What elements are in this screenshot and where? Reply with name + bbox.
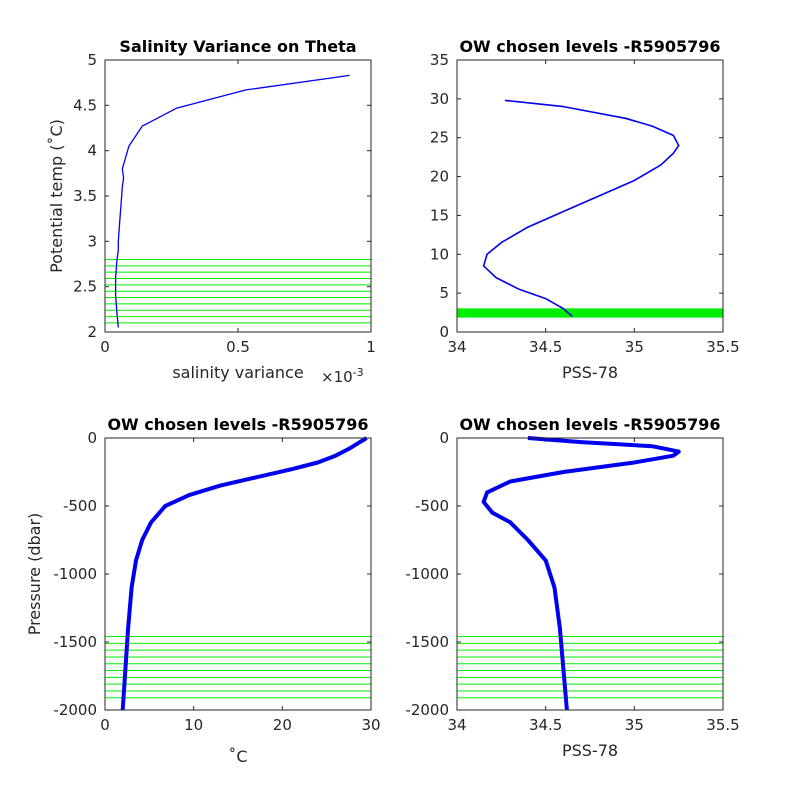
x-tick-label: 35 bbox=[625, 716, 644, 734]
y-tick-label: 3.5 bbox=[73, 187, 97, 205]
x-tick-label: 35.5 bbox=[706, 338, 739, 356]
series-line bbox=[482, 99, 680, 318]
panel-salinity-variance: Salinity Variance on Theta salinity vari… bbox=[47, 37, 376, 386]
axes-border bbox=[456, 437, 724, 711]
chart-title: OW chosen levels -R5905796 bbox=[107, 415, 368, 434]
axes-frame bbox=[104, 437, 372, 711]
x-tick-label: 0.5 bbox=[226, 338, 250, 356]
x-tick-label: 30 bbox=[361, 716, 380, 734]
x-axis-label: PSS-78 bbox=[562, 741, 618, 760]
x-tick-label: 34 bbox=[447, 716, 466, 734]
x-tick-label: 35 bbox=[625, 338, 644, 356]
y-tick-label: 30 bbox=[430, 90, 449, 108]
y-tick-label: -1000 bbox=[405, 565, 449, 583]
x-tick-label: 34 bbox=[447, 338, 466, 356]
y-tick-label: 10 bbox=[430, 245, 449, 263]
plot-area bbox=[105, 74, 371, 328]
y-tick-label: 5 bbox=[87, 51, 97, 69]
series-line bbox=[114, 74, 350, 328]
y-axis-label: Pressure (dbar) bbox=[25, 513, 44, 636]
plot-area bbox=[457, 99, 723, 318]
x-axis-label: salinity variance bbox=[172, 363, 303, 382]
y-tick-label: 20 bbox=[430, 168, 449, 186]
y-tick-label: 4.5 bbox=[73, 96, 97, 114]
y-tick-label: 0 bbox=[439, 323, 449, 341]
series-line bbox=[481, 436, 681, 711]
y-tick-label: -2000 bbox=[53, 701, 97, 719]
y-tick-label: 5 bbox=[439, 284, 449, 302]
y-tick-label: 25 bbox=[430, 129, 449, 147]
y-tick-label: 4 bbox=[87, 142, 97, 160]
axes-frame bbox=[104, 59, 372, 333]
chart-title: Salinity Variance on Theta bbox=[119, 37, 356, 56]
x-tick-label: 35.5 bbox=[706, 716, 739, 734]
y-tick-label: -1000 bbox=[53, 565, 97, 583]
y-tick-label: -2000 bbox=[405, 701, 449, 719]
x-tick-label: 34.5 bbox=[529, 338, 562, 356]
y-tick-label: -1500 bbox=[53, 633, 97, 651]
x-axis-label: ˚C bbox=[228, 747, 247, 766]
y-tick-label: -1500 bbox=[405, 633, 449, 651]
series-line bbox=[120, 436, 368, 711]
panel-pressure-temperature: OW chosen levels -R5905796 ˚C Pressure (… bbox=[25, 415, 381, 766]
x-tick-label: 20 bbox=[273, 716, 292, 734]
axes-frame bbox=[456, 59, 724, 333]
y-tick-label: 3 bbox=[87, 232, 97, 250]
x-axis-exponent: ×10-3 bbox=[321, 366, 364, 386]
x-tick-label: 10 bbox=[184, 716, 203, 734]
y-tick-label: -500 bbox=[63, 497, 97, 515]
axes-border bbox=[104, 437, 372, 711]
y-tick-label: 2.5 bbox=[73, 278, 97, 296]
panel-theta-salinity: OW chosen levels -R5905796 PSS-78 34 34.5… bbox=[430, 37, 740, 382]
x-tick-label: 0 bbox=[100, 338, 110, 356]
axes-frame bbox=[456, 437, 724, 711]
y-tick-label: 15 bbox=[430, 206, 449, 224]
x-tick-label: 34.5 bbox=[529, 716, 562, 734]
chart-title: OW chosen levels -R5905796 bbox=[459, 415, 720, 434]
axes-border bbox=[456, 59, 724, 333]
plot-area bbox=[105, 436, 371, 711]
panel-pressure-salinity: OW chosen levels -R5905796 PSS-78 34 34.5… bbox=[405, 415, 739, 760]
x-tick-label: 1 bbox=[366, 338, 376, 356]
y-tick-label: 35 bbox=[430, 51, 449, 69]
x-axis-label: PSS-78 bbox=[562, 363, 618, 382]
y-tick-label: 0 bbox=[87, 429, 97, 447]
chart-title: OW chosen levels -R5905796 bbox=[459, 37, 720, 56]
y-tick-label: -500 bbox=[415, 497, 449, 515]
plot-area bbox=[457, 436, 723, 711]
y-axis-label: Potential temp (˚C) bbox=[47, 119, 66, 273]
x-tick-label: 0 bbox=[100, 716, 110, 734]
y-tick-label: 0 bbox=[439, 429, 449, 447]
axes-border bbox=[104, 59, 372, 333]
y-tick-label: 2 bbox=[87, 323, 97, 341]
